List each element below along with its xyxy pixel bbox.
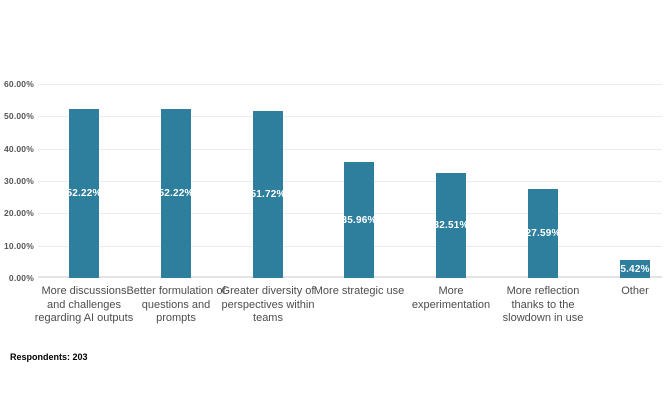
x-category-label: Other (621, 285, 649, 297)
bar: 5.42% (620, 260, 650, 278)
x-category-label: More strategic use (313, 285, 405, 297)
bar: 27.59% (525, 189, 561, 278)
bar: 52.22% (66, 109, 102, 278)
bar-value-label: 5.42% (620, 263, 650, 275)
bar: 35.96% (341, 162, 377, 278)
y-tick-label: 20.00% (3, 208, 34, 218)
bar-value-label: 27.59% (525, 228, 561, 239)
bar-value-label: 51.72% (250, 189, 286, 200)
y-gridline (38, 116, 662, 117)
y-tick-label: 60.00% (3, 79, 34, 89)
y-tick-label: 30.00% (3, 176, 34, 186)
y-tick-label: 0.00% (8, 273, 34, 283)
y-tick-label: 10.00% (3, 241, 34, 251)
x-category-label: Greater diversity of perspectives within… (221, 285, 315, 324)
bar-value-label: 35.96% (341, 214, 377, 226)
x-category-label: More discussions and challenges regardin… (34, 285, 134, 324)
bar: 32.51% (433, 173, 469, 278)
y-tick-label: 40.00% (3, 144, 34, 154)
bar: 52.22% (158, 109, 194, 278)
y-tick-label: 50.00% (3, 111, 34, 121)
respondents-note: Respondents: 203 (10, 352, 88, 362)
x-category-label: Better formulation of questions and prom… (126, 285, 226, 324)
bar-value-label: 52.22% (66, 188, 102, 199)
x-axis: More discussions and challenges regardin… (35, 285, 662, 355)
y-gridline (38, 149, 662, 150)
y-gridline (38, 84, 662, 85)
plot-area: 52.22% 52.22% 51.72% 35.96% 32.51% 27.59% 5.42… (38, 84, 662, 278)
bar: 51.72% (250, 111, 286, 278)
bar-value-label: 52.22% (158, 188, 194, 199)
bar-value-label: 32.51% (433, 220, 469, 231)
x-category-label: More experimentation (411, 285, 491, 311)
x-category-label: More reflection thanks to the slowdown i… (502, 285, 584, 324)
